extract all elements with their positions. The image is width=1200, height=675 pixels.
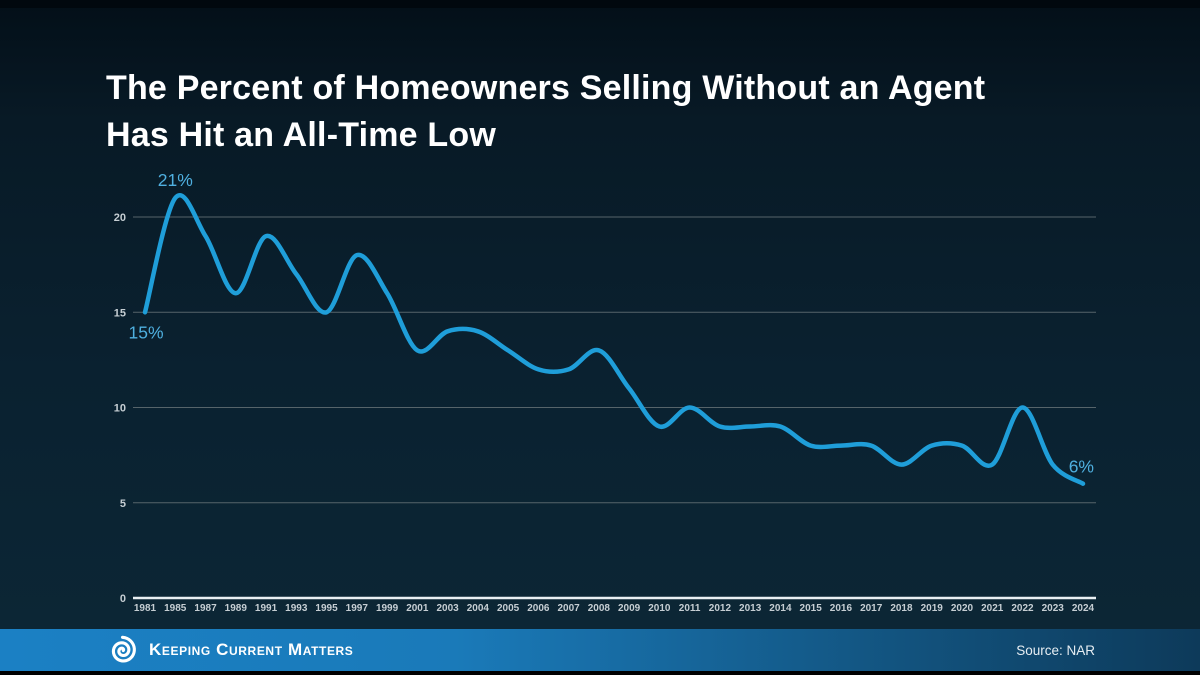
- x-tick-label: 1993: [285, 603, 308, 614]
- x-tick-label: 2001: [406, 603, 429, 614]
- y-tick-label: 15: [114, 307, 126, 319]
- x-tick-label: 2024: [1072, 603, 1095, 614]
- x-tick-label: 2023: [1042, 603, 1065, 614]
- y-tick-label: 20: [114, 212, 126, 224]
- x-tick-label: 1991: [255, 603, 278, 614]
- x-tick-label: 2012: [709, 603, 732, 614]
- x-tick-label: 2008: [588, 603, 611, 614]
- x-tick-label: 2019: [921, 603, 944, 614]
- y-tick-label: 0: [120, 593, 126, 605]
- x-tick-label: 1981: [134, 603, 157, 614]
- x-tick-label: 1987: [194, 603, 217, 614]
- page-title: The Percent of Homeowners Selling Withou…: [106, 68, 986, 155]
- x-tick-label: 1995: [315, 603, 338, 614]
- x-tick-label: 1985: [164, 603, 187, 614]
- x-tick-label: 2013: [739, 603, 762, 614]
- kcm-swirl-logo-icon: [111, 635, 136, 663]
- x-tick-label: 2014: [769, 603, 792, 614]
- bottom-letterbox-strip: [0, 671, 1200, 675]
- data-point-label: 15%: [128, 322, 163, 342]
- x-tick-label: 2020: [951, 603, 974, 614]
- data-point-label: 21%: [158, 170, 193, 190]
- data-point-label: 6%: [1069, 457, 1094, 477]
- source-note: Source: NAR: [1016, 642, 1095, 658]
- trend-line: [142, 193, 1086, 486]
- y-tick-label: 5: [120, 498, 126, 510]
- x-tick-label: 2007: [557, 603, 580, 614]
- x-tick-label: 1999: [376, 603, 399, 614]
- x-tick-label: 2016: [830, 603, 853, 614]
- x-tick-label: 2009: [618, 603, 641, 614]
- x-tick-label: 2017: [860, 603, 883, 614]
- x-tick-label: 2003: [436, 603, 459, 614]
- footer-bar: Keeping Current Matters Source: NAR: [0, 629, 1200, 671]
- x-tick-label: 2018: [890, 603, 913, 614]
- x-tick-label: 2004: [467, 603, 490, 614]
- x-tick-label: 2010: [648, 603, 671, 614]
- brand-lockup: Keeping Current Matters: [106, 634, 353, 667]
- x-tick-label: 1997: [346, 603, 369, 614]
- x-tick-label: 2015: [800, 603, 823, 614]
- brand-name: Keeping Current Matters: [149, 640, 354, 659]
- x-tick-label: 2022: [1011, 603, 1034, 614]
- x-tick-label: 2011: [679, 603, 701, 614]
- y-tick-label: 10: [114, 403, 126, 415]
- x-tick-label: 2021: [981, 603, 1004, 614]
- x-tick-label: 2005: [497, 603, 520, 614]
- x-tick-label: 1989: [225, 603, 248, 614]
- x-tick-label: 2006: [527, 603, 550, 614]
- top-letterbox-strip: [0, 0, 1200, 8]
